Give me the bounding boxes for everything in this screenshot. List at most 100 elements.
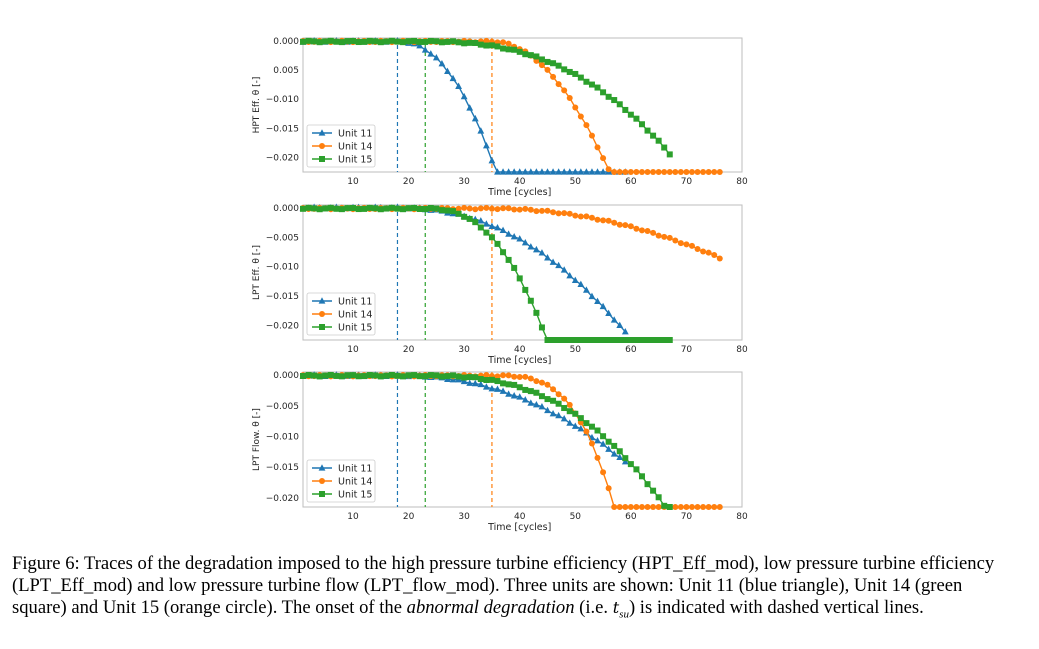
data-point [538,62,545,69]
data-point [638,227,645,234]
caption-math-t: t [612,598,620,617]
data-point [633,169,640,175]
data-point [532,168,540,175]
data-point [366,372,373,379]
data-point [572,337,579,343]
data-point [550,386,557,393]
data-point [605,309,613,316]
legend-label: Unit 14 [338,142,372,153]
data-point [538,403,546,410]
data-point [588,292,596,300]
data-point [322,38,329,45]
data-point [494,240,501,247]
data-point [716,169,723,175]
data-point [621,458,629,465]
data-point [471,114,479,122]
data-point [505,230,513,237]
data-point [661,233,668,240]
data-point [455,82,462,89]
data-point [394,205,401,212]
legend-label: Unit 15 [338,323,372,334]
data-point [627,111,634,118]
data-point [577,280,585,288]
data-point [633,115,640,122]
data-point [494,223,501,231]
y-tick-label: −0.020 [266,321,300,331]
data-point [666,169,673,175]
data-point [561,210,568,217]
data-point [516,393,524,400]
data-point [432,53,440,61]
data-point [477,380,485,388]
x-tick-label: 10 [347,345,359,355]
data-point [561,405,568,412]
data-point [471,379,479,387]
data-point [505,372,512,379]
data-point [610,450,618,457]
data-point [638,504,645,510]
legend-marker [319,478,325,484]
data-point [650,132,657,139]
data-point [561,66,568,73]
data-point [600,155,607,162]
data-point [477,205,484,212]
data-point [599,302,607,310]
data-point [549,409,557,417]
data-point [627,169,634,175]
data-point [527,168,535,175]
x-tick-label: 30 [458,345,470,355]
y-tick-label: 0.000 [273,371,299,381]
data-point [633,225,640,232]
data-point [527,388,534,395]
data-point [350,205,357,212]
data-point [422,373,429,380]
data-point [450,208,457,215]
data-point [377,373,384,380]
data-point [572,212,579,219]
data-point [588,132,595,139]
x-tick-label: 70 [681,512,693,522]
data-point [533,53,540,60]
data-point [511,373,518,380]
data-point [577,74,584,81]
data-point [650,229,657,236]
data-point [588,168,596,175]
data-point [611,504,618,510]
data-point [333,38,340,45]
data-point [449,74,457,82]
data-point [555,168,563,175]
y-tick-label: −0.020 [266,153,300,163]
data-point [633,337,640,343]
data-point [566,210,573,217]
data-point [338,39,345,46]
data-point [494,373,501,380]
data-point [438,373,445,380]
data-point [344,205,351,212]
data-point [460,377,468,385]
legend-label: Unit 15 [338,490,372,501]
data-point [483,37,490,44]
x-axis-label: Time [cycles] [487,187,551,198]
x-tick-label: 50 [570,512,582,522]
y-axis-label: HPT Eff. θ [-] [252,77,262,134]
data-point [550,209,557,216]
data-point [666,151,673,158]
data-point [571,422,579,429]
data-point [688,504,695,510]
data-point [622,222,629,229]
data-point [538,379,545,386]
x-tick-label: 10 [347,512,359,522]
data-point [600,89,607,96]
data-point [583,286,590,293]
data-point [594,427,601,434]
data-point [572,70,579,77]
data-point [482,383,490,390]
x-tick-label: 80 [736,512,748,522]
legend-label: Unit 15 [338,155,372,166]
data-point [394,38,401,45]
legend-label: Unit 14 [338,477,372,488]
data-point [605,438,612,445]
x-tick-label: 40 [514,512,526,522]
data-point [588,423,595,430]
data-point [511,381,518,388]
